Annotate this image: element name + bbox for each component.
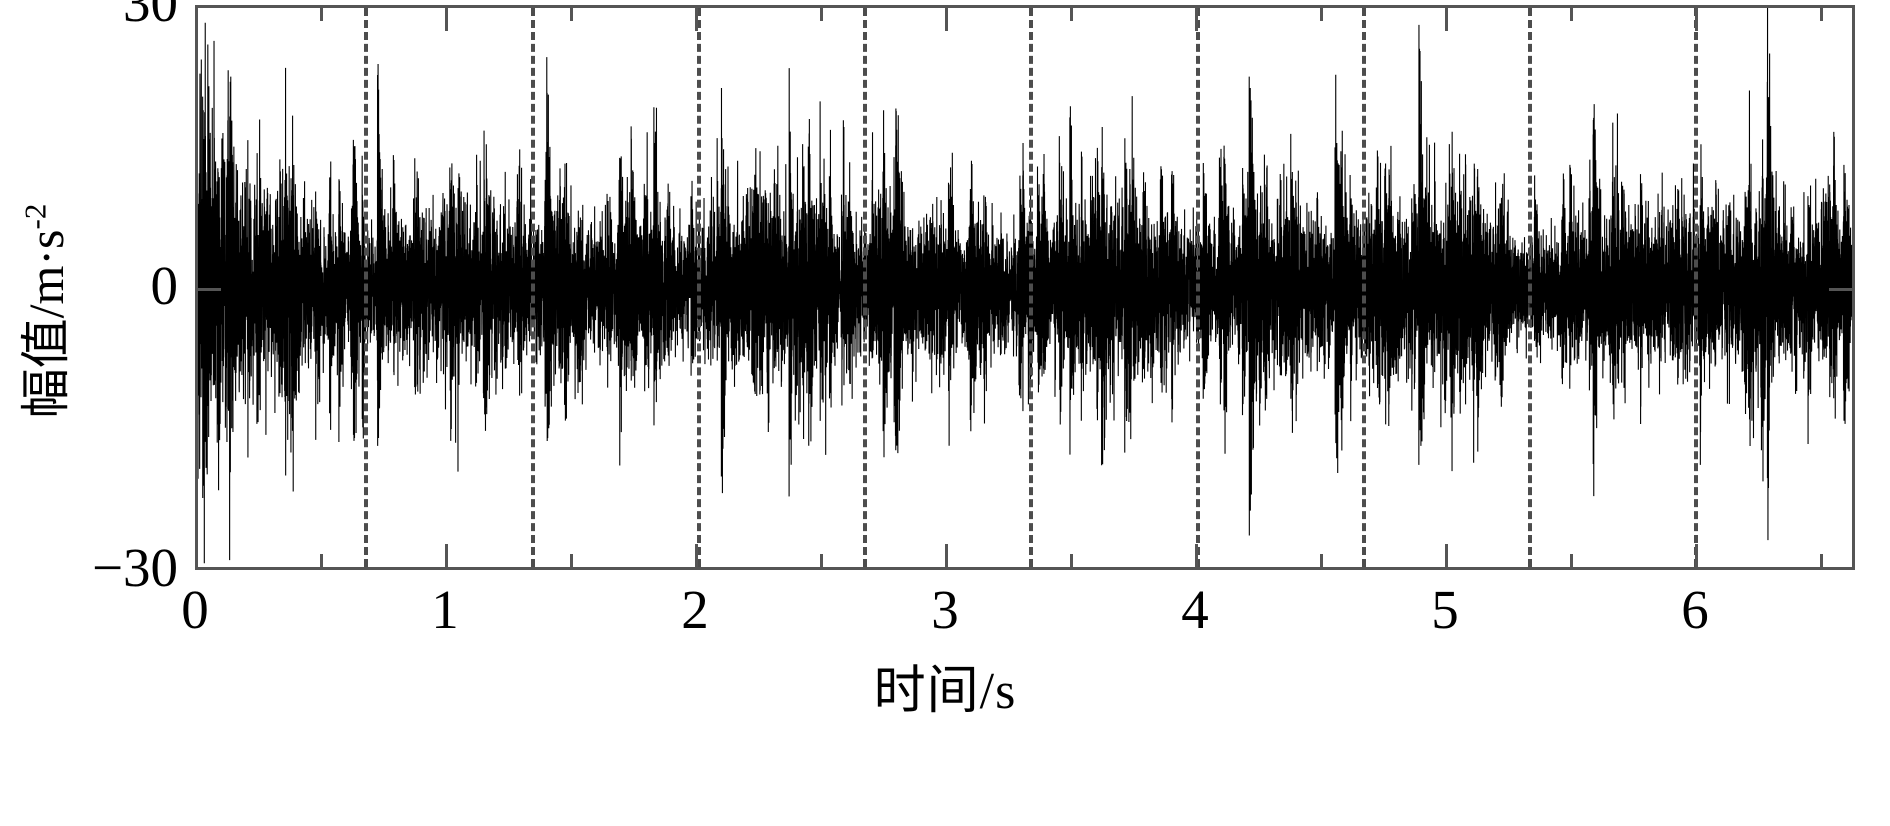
x-tick-top-13: [1820, 5, 1823, 22]
fault-period-marker-7: [1361, 8, 1366, 567]
y-tick-right-1: [1829, 287, 1855, 291]
x-tick-label-6: 6: [1681, 579, 1709, 640]
x-tick-label-2: 2: [681, 579, 709, 640]
x-tick-bottom-4: [695, 544, 698, 570]
waveform-path: [198, 8, 1852, 563]
y-tick-label-0: 0: [150, 254, 179, 316]
x-tick-top-11: [1570, 5, 1573, 22]
x-tick-bottom-10: [1445, 544, 1448, 570]
x-tick-top-12: [1695, 5, 1698, 31]
x-tick-bottom-0: [195, 544, 198, 570]
fault-period-marker-2: [530, 8, 535, 567]
fault-period-marker-9: [1694, 8, 1699, 567]
x-tick-label-1: 1: [431, 579, 459, 640]
fault-period-marker-6: [1195, 8, 1200, 567]
x-tick-bottom-12: [1695, 544, 1698, 570]
x-tick-bottom-8: [1195, 544, 1198, 570]
x-tick-bottom-11: [1570, 553, 1573, 570]
x-tick-top-6: [945, 5, 948, 31]
x-tick-top-4: [695, 5, 698, 31]
x-tick-top-8: [1195, 5, 1198, 31]
x-tick-bottom-3: [570, 553, 573, 570]
y-tick-left-1: [195, 287, 221, 291]
fault-period-marker-1: [364, 8, 369, 567]
x-tick-top-10: [1445, 5, 1448, 31]
x-tick-bottom-7: [1070, 553, 1073, 570]
x-axis-title: 时间/s: [873, 663, 1017, 720]
fault-period-marker-4: [863, 8, 867, 567]
x-tick-bottom-2: [445, 544, 448, 570]
x-tick-bottom-6: [945, 544, 948, 570]
x-tick-top-2: [445, 5, 448, 31]
plot-area: [195, 5, 1855, 570]
x-tick-top-7: [1070, 5, 1073, 22]
x-tick-bottom-5: [820, 553, 823, 570]
x-tick-label-0: 0: [181, 579, 209, 640]
y-axis-title: 幅值/m·s-2: [6, 101, 78, 521]
x-tick-top-0: [195, 5, 198, 31]
x-tick-top-3: [570, 5, 573, 22]
x-tick-bottom-1: [320, 553, 323, 570]
signal-waveform: [198, 8, 1852, 567]
fault-period-marker-3: [696, 8, 701, 567]
x-tick-label-3: 3: [931, 579, 959, 640]
x-tick-bottom-9: [1320, 553, 1323, 570]
x-tick-top-5: [820, 5, 823, 22]
y-axis-title-exponent: -2: [17, 203, 53, 230]
x-tick-label-5: 5: [1431, 579, 1459, 640]
y-tick-label--30: −30: [91, 537, 178, 598]
y-tick-label-30: 30: [123, 0, 178, 33]
x-tick-bottom-13: [1820, 553, 1823, 570]
fault-period-marker-8: [1528, 8, 1532, 567]
x-tick-top-9: [1320, 5, 1323, 22]
y-axis-title-text: 幅值/m·s: [18, 229, 74, 419]
fault-period-marker-5: [1029, 8, 1034, 567]
x-tick-label-4: 4: [1181, 579, 1209, 640]
x-tick-top-1: [320, 5, 323, 22]
